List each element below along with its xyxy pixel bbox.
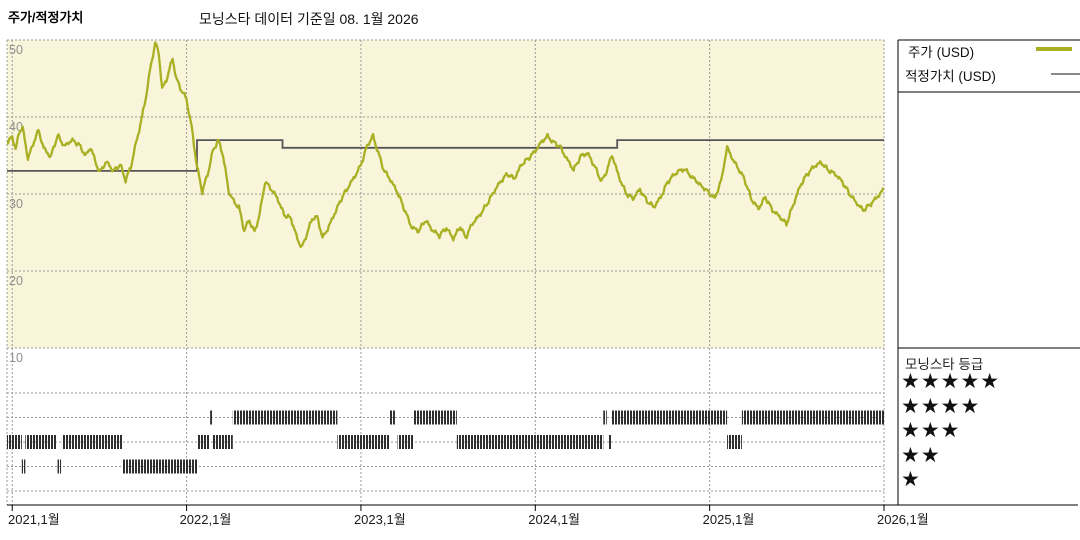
rating-bar-4-star (741, 410, 884, 425)
rating-bar-4-star (612, 410, 728, 425)
rating-bar-3-star (61, 435, 123, 449)
data-as-of-subtitle: 모닝스타 데이터 기준일 08. 1월 2026 (199, 11, 419, 27)
rating-bar-3-star (212, 435, 233, 449)
legend-price-label: 주가 (USD) (908, 45, 975, 60)
rating-stars-5: ★★★★★ (901, 370, 1001, 393)
x-axis-tick-label: 2022,1월 (180, 512, 232, 527)
rating-bar-4-star (389, 410, 395, 425)
x-axis-tick-label: 2023,1월 (354, 512, 406, 527)
rating-bar-2-star (57, 459, 62, 474)
rating-bar-3-star (25, 435, 57, 449)
x-axis-tick-label: 2024,1월 (528, 512, 580, 527)
rating-bar-4-star (603, 410, 607, 425)
rating-stars-4: ★★★★ (901, 394, 981, 418)
page-title: 주가/적정가치 (8, 10, 84, 25)
rating-bar-4-star (232, 410, 338, 425)
rating-bar-4-star (413, 410, 457, 425)
rating-stars-2: ★★ (901, 443, 941, 467)
rating-bar-3-star (608, 435, 612, 449)
plot-background (7, 40, 884, 348)
rating-bar-3-star (7, 435, 22, 449)
legend-fair-value-label: 적정가치 (USD) (905, 69, 996, 84)
rating-bar-3-star (197, 435, 210, 449)
rating-legend-title: 모닝스타 등급 (905, 357, 984, 372)
y-axis-tick-label: 50 (9, 43, 23, 57)
price-line-swatch (1036, 47, 1072, 51)
y-axis-tick-label: 10 (9, 351, 23, 365)
rating-bar-3-star (337, 435, 390, 449)
rating-stars-3: ★★★ (901, 419, 961, 442)
fair-value-line-swatch (1051, 73, 1080, 75)
rating-bar-3-star (727, 435, 742, 449)
x-axis-tick-label: 2025,1월 (703, 512, 755, 527)
rating-bar-2-star (122, 459, 198, 474)
y-axis-tick-label: 20 (9, 274, 23, 288)
y-axis-tick-label: 30 (9, 197, 23, 211)
rating-stars-1: ★ (901, 468, 921, 491)
x-axis-tick-label: 2021,1월 (8, 512, 60, 527)
rating-bar-2-star (21, 459, 26, 474)
rating-bar-4-star (210, 410, 213, 425)
price-line (7, 41, 884, 248)
rating-bar-3-star (456, 435, 604, 449)
x-axis-tick-label: 2026,1월 (877, 512, 929, 527)
rating-bar-3-star (397, 435, 414, 449)
